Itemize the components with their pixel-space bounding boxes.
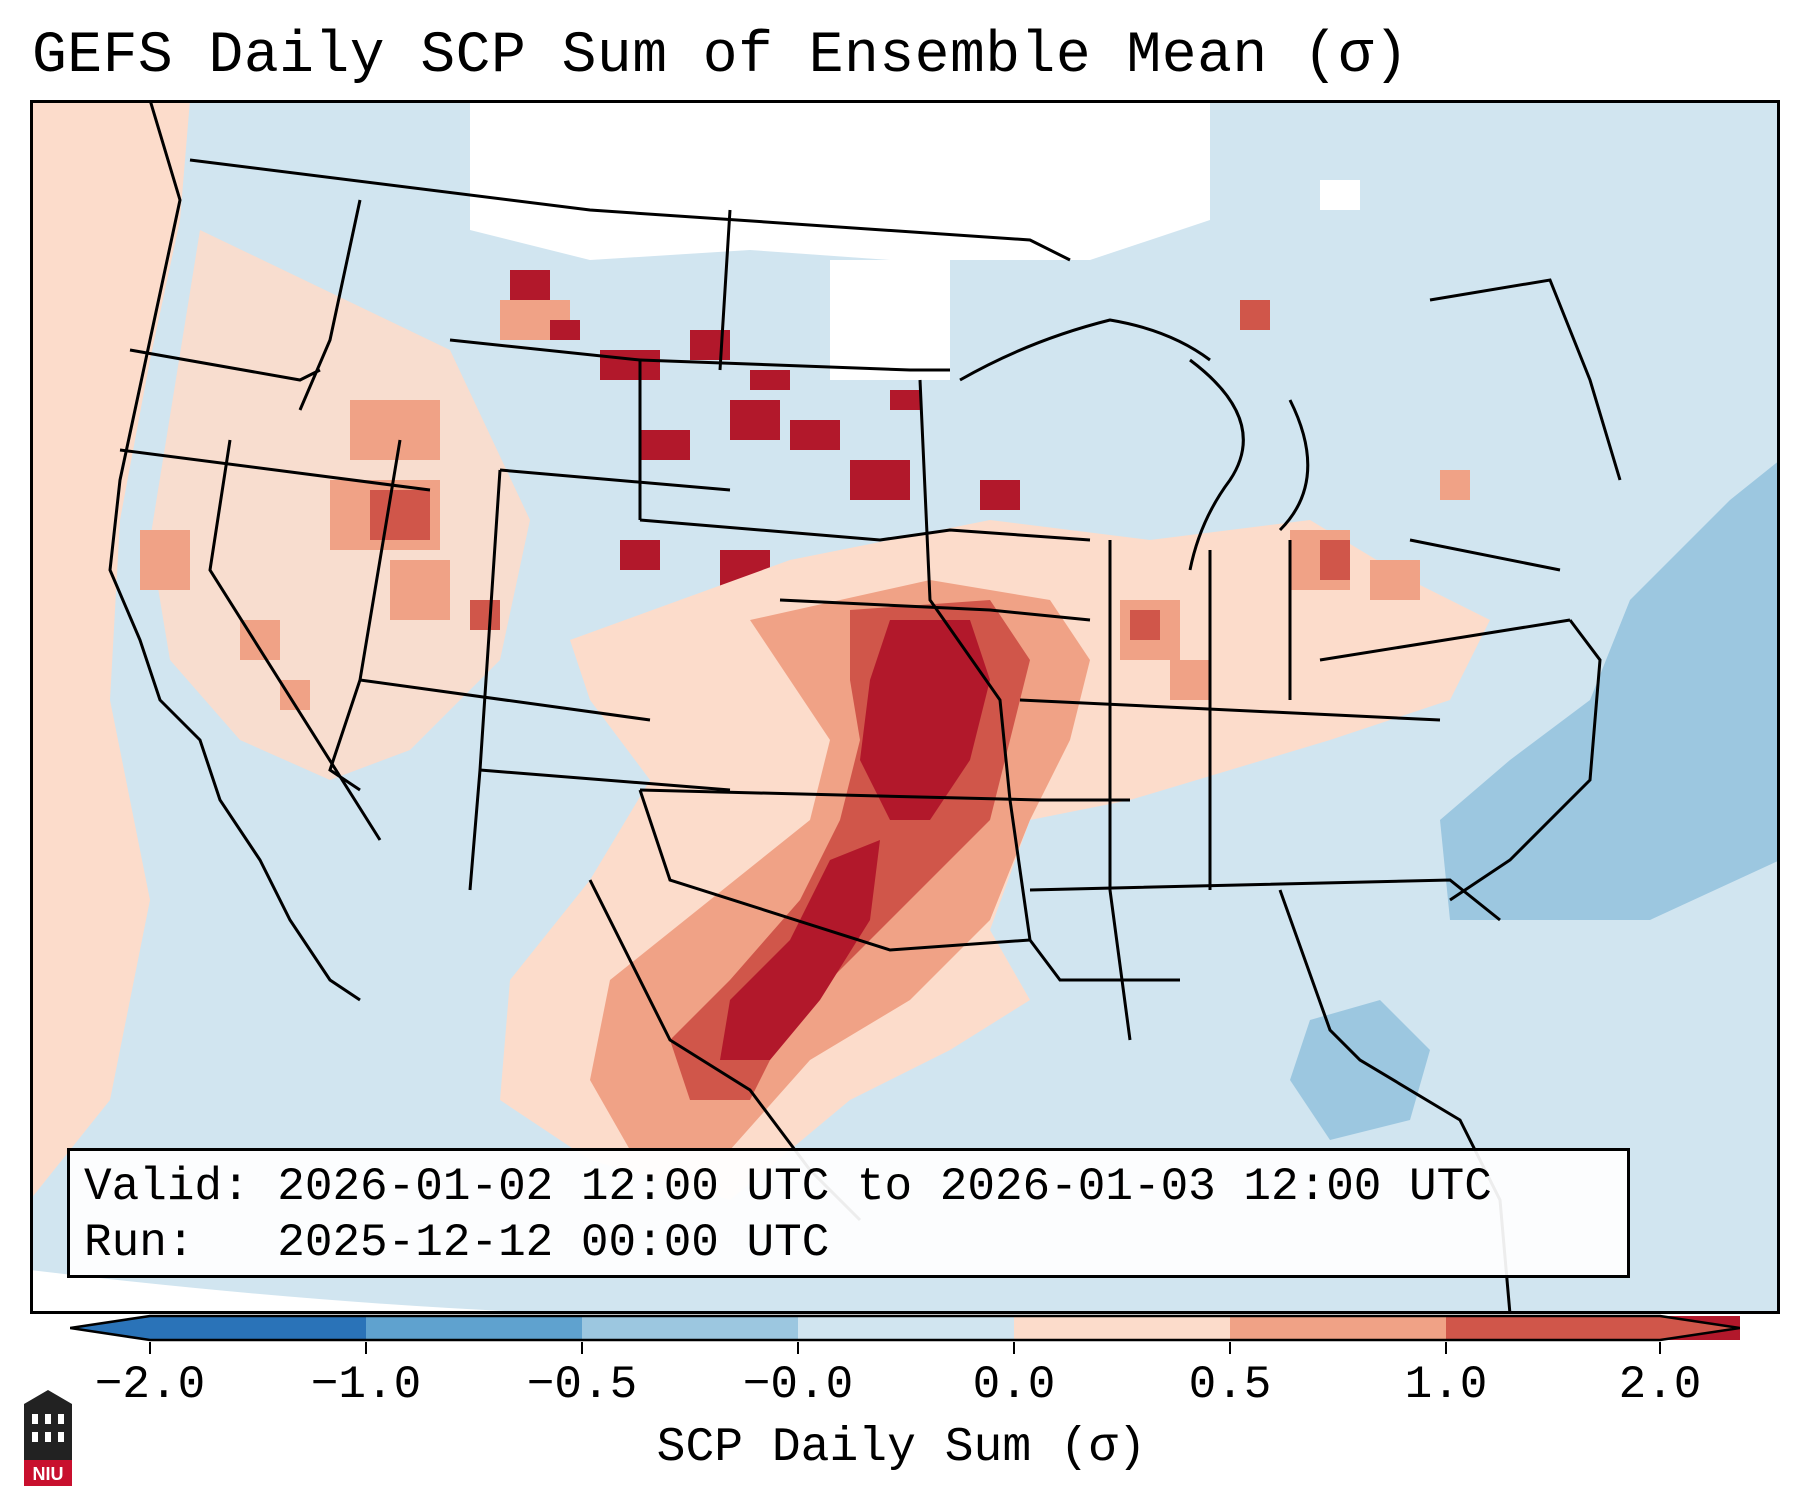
atlantic-negative bbox=[1440, 460, 1780, 920]
colorbar-tick-mark bbox=[797, 1342, 799, 1354]
colorbar bbox=[70, 1314, 1740, 1342]
colorbar-segment bbox=[582, 1316, 798, 1340]
west-anomaly-band bbox=[30, 100, 190, 1200]
colorbar-tick-mark bbox=[365, 1342, 367, 1354]
colorbar-tick-label: −1.0 bbox=[310, 1359, 422, 1411]
colorbar-ticks: −2.0 −1.0 −0.5 −0.0 0.0 0.5 1.0 2.0 bbox=[0, 1342, 1803, 1408]
colorbar-tick-mark bbox=[1659, 1342, 1661, 1354]
colorbar-tick-label: 2.0 bbox=[1618, 1359, 1702, 1411]
colorbar-tick-label: −0.0 bbox=[742, 1359, 854, 1411]
colorbar-tick-label: 1.0 bbox=[1404, 1359, 1488, 1411]
colorbar-tick-label: −2.0 bbox=[94, 1359, 206, 1411]
niu-logo: NIU bbox=[24, 1390, 72, 1486]
colorbar-segment bbox=[1014, 1316, 1230, 1340]
colorbar-segment bbox=[70, 1316, 366, 1340]
colorbar-tick-mark bbox=[149, 1342, 151, 1354]
colorbar-segment bbox=[1660, 1316, 1740, 1340]
map-panel bbox=[30, 100, 1780, 1314]
colorbar-tick-mark bbox=[1445, 1342, 1447, 1354]
gulf-negative bbox=[1290, 1000, 1430, 1140]
run-time: Run: 2025-12-12 00:00 UTC bbox=[84, 1217, 830, 1269]
colorbar-segment bbox=[798, 1316, 1014, 1340]
no-data-region bbox=[30, 100, 1360, 1314]
colorbar-tick-label: 0.0 bbox=[972, 1359, 1056, 1411]
colorbar-outline bbox=[70, 1314, 1740, 1342]
map-frame bbox=[30, 100, 1780, 1314]
state-boundaries bbox=[108, 100, 1622, 1314]
colorbar-tick-label: −0.5 bbox=[526, 1359, 638, 1411]
west-strong-patches bbox=[370, 490, 500, 630]
colorbar-segment bbox=[1230, 1316, 1446, 1340]
colorbar-tick-label: 0.5 bbox=[1188, 1359, 1272, 1411]
map-title: GEFS Daily SCP Sum of Ensemble Mean (σ) bbox=[32, 24, 1409, 89]
colorbar-tick-mark bbox=[1229, 1342, 1231, 1354]
central-anomaly-max bbox=[860, 620, 990, 820]
valid-time: Valid: 2026-01-02 12:00 UTC to 2026-01-0… bbox=[84, 1161, 1492, 1213]
colorbar-segment bbox=[366, 1316, 582, 1340]
niu-logo-text: NIU bbox=[33, 1464, 64, 1484]
colorbar-tick-mark bbox=[1013, 1342, 1015, 1354]
colorbar-segment bbox=[1446, 1316, 1740, 1340]
colorbar-label: SCP Daily Sum (σ) bbox=[656, 1421, 1147, 1475]
colorbar-tick-mark bbox=[581, 1342, 583, 1354]
valid-run-infobox: Valid: 2026-01-02 12:00 UTC to 2026-01-0… bbox=[67, 1148, 1630, 1278]
